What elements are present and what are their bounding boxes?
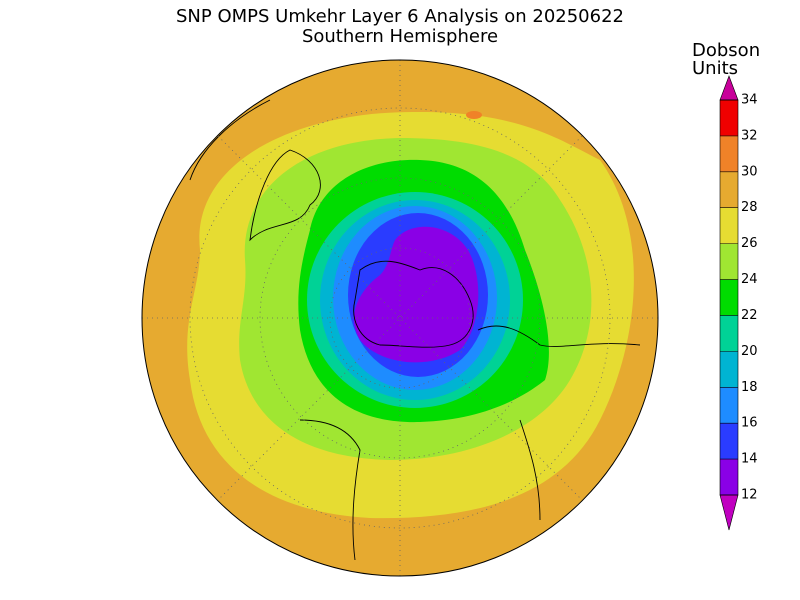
colorbar: Dobson Units 12 14 16 18 20 22 24 26 28 30 32 34 [692,40,760,531]
colorbar-tick-label: 22 [741,308,758,323]
colorbar-label: Dobson [692,40,760,61]
coastline [299,419,541,561]
title: SNP OMPS Umkehr Layer 6 Analysis on 2025… [176,6,624,27]
map-field [466,111,482,119]
colorbar-tick-label: 18 [741,380,758,395]
colorbar-bin [720,423,738,460]
subtitle: Southern Hemisphere [302,26,498,47]
colorbar-tick-label: 26 [741,236,758,251]
grid-circle [259,177,541,459]
colorbar-tick-label: 16 [741,416,758,431]
colorbar-tick-label: 12 [741,488,758,503]
colorbar-tick-label: 20 [741,344,758,359]
grid-circle [329,247,471,389]
colorbar-bin [720,279,738,316]
colorbar-bin [720,387,738,424]
colorbar-bin [720,135,738,172]
colorbar-tick-label: 28 [741,200,758,215]
colorbar-bin [720,351,738,388]
map-border [141,59,659,577]
colorbar-bin [720,207,738,244]
colorbar-tick-label: 24 [741,272,758,287]
colorbar-bin [720,243,738,280]
colorbar-label: Units [692,58,738,79]
colorbar-bin [720,459,738,495]
coastline [353,260,641,348]
map [141,59,659,577]
colorbar-bin [720,100,738,136]
map-field [353,226,479,363]
colorbar-tick-label: 32 [741,128,758,143]
colorbar-tick-label: 30 [741,164,758,179]
grid-circle [189,107,611,529]
colorbar-over [719,75,739,101]
colorbar-bin [720,315,738,352]
colorbar-tick-label: 34 [741,93,758,108]
colorbar-bin [720,171,738,208]
colorbar-tick-label: 14 [741,452,758,467]
colorbar-under [719,494,739,531]
